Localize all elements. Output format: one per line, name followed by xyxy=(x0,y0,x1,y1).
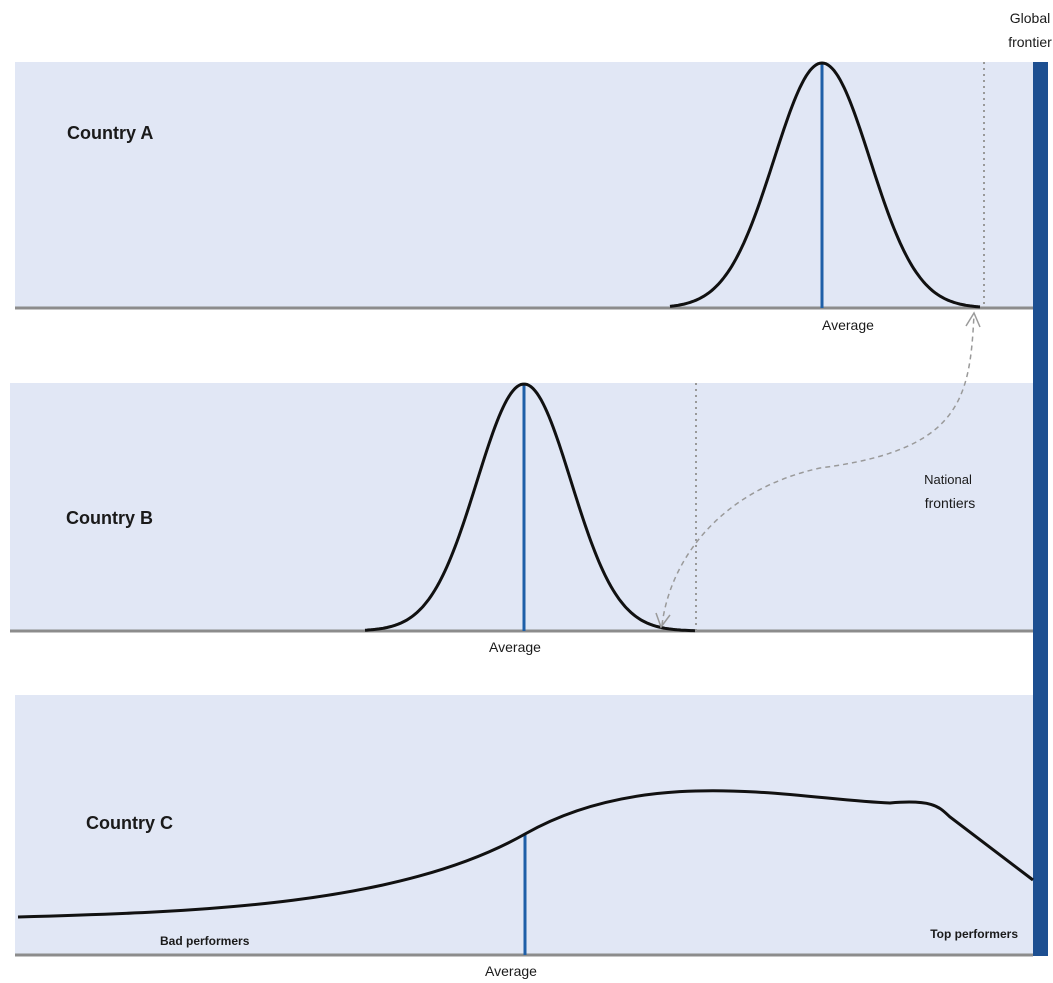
panel-b-average-label: Average xyxy=(489,639,541,655)
panel-a-label: Country A xyxy=(67,123,153,143)
bad-performers-label: Bad performers xyxy=(160,934,250,948)
global-frontier-bar xyxy=(1033,62,1048,956)
top-performers-label: Top performers xyxy=(930,927,1018,941)
panel-b-label: Country B xyxy=(66,508,153,528)
national-frontiers-label-line2: frontiers xyxy=(925,495,976,511)
panel-c-average-label: Average xyxy=(485,963,537,979)
global-frontier-label-line2: frontier xyxy=(1008,34,1052,50)
national-frontiers-label-line1: National xyxy=(924,472,972,487)
frontier-connection-arrow xyxy=(661,313,975,626)
panel-b-distribution-curve xyxy=(364,382,696,633)
panel-c-label: Country C xyxy=(86,813,173,833)
arrowhead-bottom-icon xyxy=(655,612,671,629)
panel-c-distribution-curve xyxy=(17,789,1034,919)
panel-a-average-label: Average xyxy=(822,317,874,333)
arrowhead-top-icon xyxy=(965,311,981,328)
global-frontier-label-line1: Global xyxy=(1010,10,1050,26)
panel-a-distribution-curve xyxy=(669,61,981,309)
panel-b-background xyxy=(10,383,1033,631)
panel-a-background xyxy=(15,62,1033,308)
